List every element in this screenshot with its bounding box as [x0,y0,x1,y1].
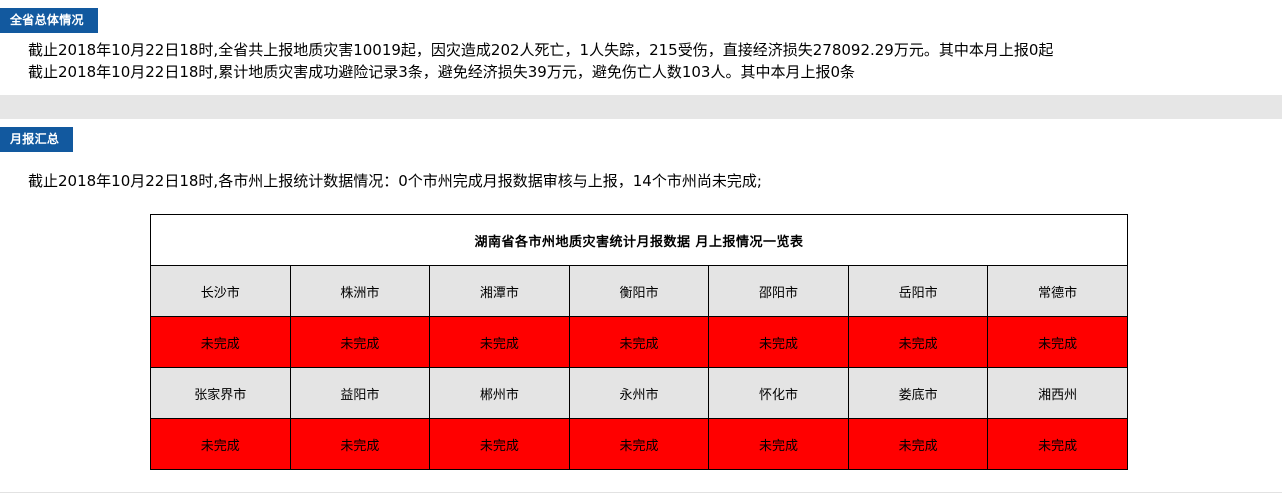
table-row-cities-2: 张家界市 益阳市 郴州市 永州市 怀化市 娄底市 湘西州 [150,367,1128,419]
city-cell-yongzhou[interactable]: 永州市 [568,367,710,419]
monthly-report-table: 湖南省各市州地质灾害统计月报数据 月上报情况一览表 长沙市 株洲市 湘潭市 衡阳… [150,214,1128,470]
status-badge-changsha[interactable]: 未完成 [150,316,291,368]
status-badge-zhuzhou[interactable]: 未完成 [289,316,431,368]
status-badge-changde[interactable]: 未完成 [987,316,1128,368]
monthly-tab-row: 月报汇总 [0,119,1282,152]
city-cell-changde[interactable]: 常德市 [987,265,1128,317]
table-row-cities-1: 长沙市 株洲市 湘潭市 衡阳市 邵阳市 岳阳市 常德市 [150,265,1128,317]
section-tab-overview[interactable]: 全省总体情况 [0,8,98,33]
status-badge-loudi[interactable]: 未完成 [847,418,989,470]
city-cell-zhangjiajie[interactable]: 张家界市 [150,367,291,419]
status-badge-yiyang[interactable]: 未完成 [289,418,431,470]
city-cell-xiangxi[interactable]: 湘西州 [987,367,1128,419]
status-badge-shaoyang[interactable]: 未完成 [708,316,849,368]
city-cell-yueyang[interactable]: 岳阳市 [847,265,989,317]
overview-line-disasters: 截止2018年10月22日18时,全省共上报地质灾害10019起，因灾造成202… [28,41,1054,59]
city-cell-changsha[interactable]: 长沙市 [150,265,291,317]
city-cell-yiyang[interactable]: 益阳市 [289,367,431,419]
city-cell-chenzhou[interactable]: 郴州市 [429,367,570,419]
status-badge-chenzhou[interactable]: 未完成 [429,418,570,470]
monthly-intro-text: 截止2018年10月22日18时,各市州上报统计数据情况：0个市州完成月报数据审… [28,172,762,190]
report-table-wrap: 湖南省各市州地质灾害统计月报数据 月上报情况一览表 长沙市 株洲市 湘潭市 衡阳… [0,192,1282,470]
status-badge-xiangxi[interactable]: 未完成 [987,418,1128,470]
table-title: 湖南省各市州地质灾害统计月报数据 月上报情况一览表 [150,214,1128,266]
status-badge-yueyang[interactable]: 未完成 [847,316,989,368]
status-badge-hengyang[interactable]: 未完成 [568,316,710,368]
status-badge-zhangjiajie[interactable]: 未完成 [150,418,291,470]
city-cell-xiangtan[interactable]: 湘潭市 [429,265,570,317]
status-badge-yongzhou[interactable]: 未完成 [568,418,710,470]
section-tab-monthly[interactable]: 月报汇总 [0,127,74,152]
overview-line-avoidance: 截止2018年10月22日18时,累计地质灾害成功避险记录3条，避免经济损失39… [28,63,856,81]
city-cell-shaoyang[interactable]: 邵阳市 [708,265,849,317]
city-cell-hengyang[interactable]: 衡阳市 [568,265,710,317]
overview-tab-row: 全省总体情况 [0,0,1282,33]
city-cell-huaihua[interactable]: 怀化市 [708,367,849,419]
status-badge-huaihua[interactable]: 未完成 [708,418,849,470]
table-body: 湖南省各市州地质灾害统计月报数据 月上报情况一览表 长沙市 株洲市 湘潭市 衡阳… [150,214,1128,470]
status-badge-xiangtan[interactable]: 未完成 [429,316,570,368]
monthly-panel: 月报汇总 截止2018年10月22日18时,各市州上报统计数据情况：0个市州完成… [0,119,1282,470]
overview-panel: 全省总体情况 截止2018年10月22日18时,全省共上报地质灾害10019起，… [0,0,1282,95]
panel-divider [0,95,1282,119]
city-cell-zhuzhou[interactable]: 株洲市 [289,265,431,317]
table-row-status-1: 未完成 未完成 未完成 未完成 未完成 未完成 未完成 [150,316,1128,368]
table-row-status-2: 未完成 未完成 未完成 未完成 未完成 未完成 未完成 [150,418,1128,470]
page-bottom-divider [0,492,1282,493]
overview-body: 截止2018年10月22日18时,全省共上报地质灾害10019起，因灾造成202… [0,33,1282,95]
city-cell-loudi[interactable]: 娄底市 [847,367,989,419]
table-title-row: 湖南省各市州地质灾害统计月报数据 月上报情况一览表 [150,214,1128,266]
